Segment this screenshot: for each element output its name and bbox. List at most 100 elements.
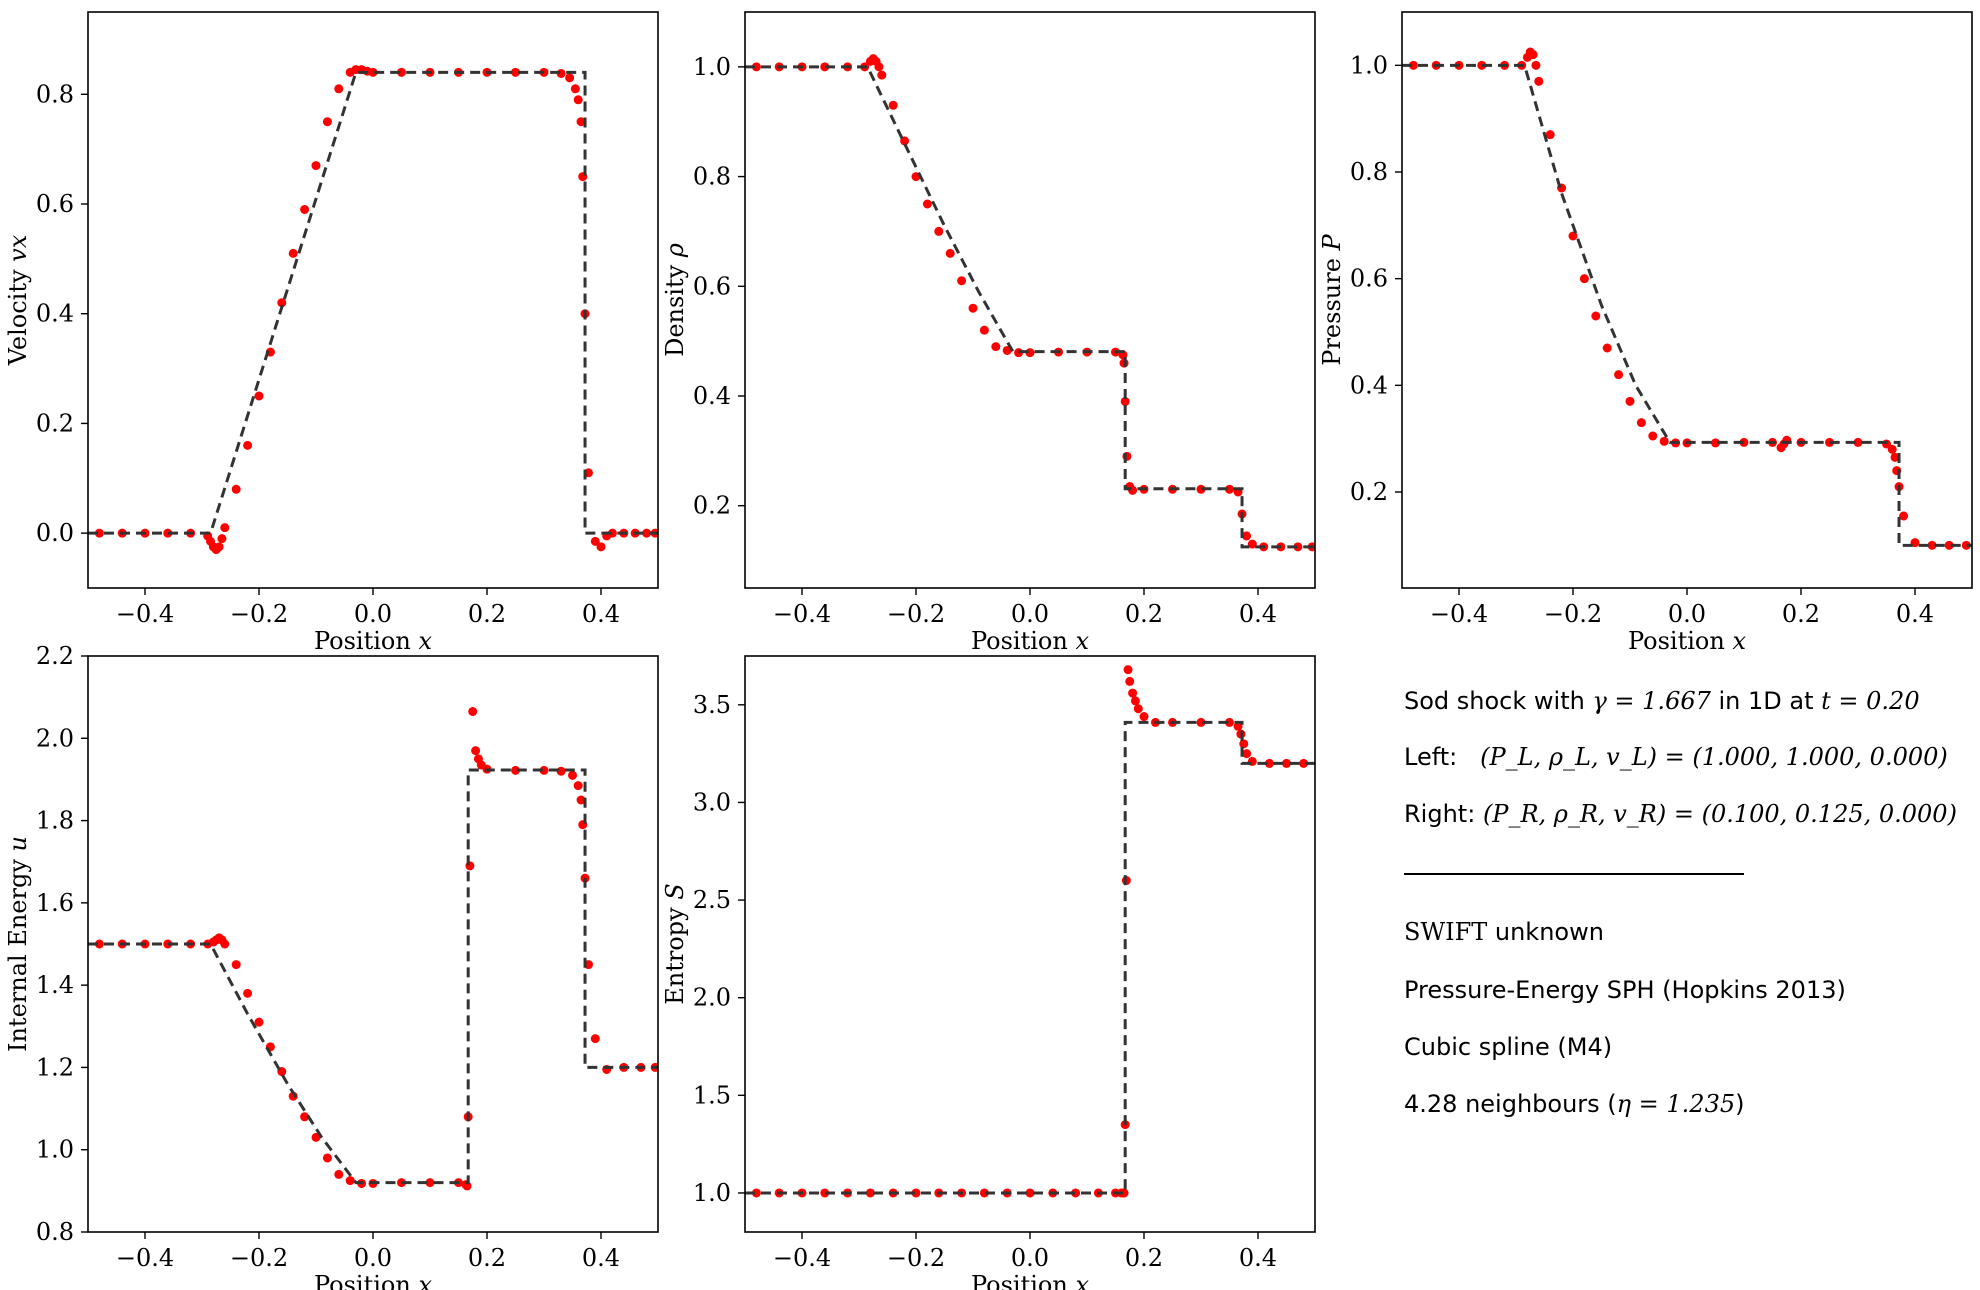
internal-energy-x-axis-label: Position x (314, 1271, 432, 1290)
entropy-data-point (1128, 688, 1138, 698)
pressure-data-point (1711, 438, 1720, 448)
velocity-y-tick-label: 0.8 (36, 80, 74, 108)
velocity-data-point (163, 528, 173, 538)
velocity-data-point (220, 523, 230, 533)
velocity-data-point (214, 542, 224, 552)
internal-energy-y-tick-label: 1.4 (36, 971, 74, 999)
density-y-tick-label: 0.8 (693, 163, 731, 191)
density-data-point (979, 325, 989, 335)
internal-energy-data-point (468, 707, 478, 717)
pressure-data-point (1659, 436, 1669, 446)
pressure-y-tick-label: 0.4 (1350, 371, 1388, 399)
density-data-point (1128, 485, 1138, 495)
pressure-data-point (1853, 437, 1863, 447)
density-data-point (1242, 531, 1252, 541)
internal-energy-plot-area (88, 707, 658, 1191)
velocity-x-tick-label: 0.2 (468, 600, 506, 628)
velocity-x-tick-label: 0.0 (354, 600, 392, 628)
pressure-data-point (1625, 396, 1635, 406)
entropy-x-tick-label: −0.2 (887, 1244, 945, 1272)
pressure-data-point (1927, 540, 1937, 550)
internal-energy-x-tick-label: −0.4 (116, 1244, 174, 1272)
info-left-state: Left: (P_L, ρ_L, v_L) = (1.000, 1.000, 0… (1404, 743, 1948, 771)
entropy-y-tick-label: 1.5 (693, 1081, 731, 1109)
internal-energy-data-point (345, 1176, 355, 1186)
internal-energy-data-point (471, 746, 481, 756)
velocity-data-point (607, 528, 617, 538)
pressure-x-axis-label: Position x (1628, 627, 1746, 655)
internal-energy-x-tick-label: 0.2 (468, 1244, 506, 1272)
internal-energy-data-point (231, 960, 241, 970)
info-title: Sod shock with γ = 1.667 in 1D at t = 0.… (1404, 687, 1920, 715)
velocity-data-point (217, 534, 227, 544)
velocity-data-point (573, 95, 583, 105)
density-x-axis-label: Position x (971, 627, 1089, 655)
pressure-data-point (1636, 418, 1646, 428)
velocity-x-tick-label: 0.4 (582, 600, 620, 628)
entropy-y-tick-label: 2.0 (693, 984, 731, 1012)
internal-energy-data-point (568, 770, 577, 780)
entropy-data-point (865, 1188, 875, 1198)
velocity-data-point (368, 67, 378, 77)
internal-energy-y-tick-label: 2.0 (36, 724, 74, 752)
density-x-tick-label: 0.2 (1125, 600, 1163, 628)
density-x-tick-label: −0.2 (887, 600, 945, 628)
entropy-y-axis-label: Entropy S (661, 883, 689, 1005)
velocity-data-point (94, 528, 104, 538)
internal-energy-data-point (300, 1112, 310, 1122)
velocity-data-point (288, 248, 298, 258)
entropy-y-tick-label: 3.0 (693, 788, 731, 816)
density-plot-area (745, 54, 1315, 552)
entropy-y-tick-label: 3.5 (693, 691, 731, 719)
entropy-data-point (820, 1188, 830, 1198)
pressure-data-point (1534, 76, 1544, 86)
pressure-x-tick-label: 0.0 (1668, 600, 1706, 628)
pressure-data-point (1579, 274, 1589, 284)
velocity-data-point (576, 117, 586, 127)
internal-energy-panel: −0.4 −0.2 0.0 0.2 0.4 0.8 1.0 1.2 1.4 1.6 1.8 2.0 2.… (4, 642, 659, 1290)
velocity-y-tick-label: 0.0 (36, 519, 74, 547)
density-x-tick-label: −0.4 (773, 600, 831, 628)
velocity-data-point (322, 117, 332, 127)
entropy-data-point (1139, 712, 1149, 722)
pressure-analytic-line (1402, 63, 1972, 547)
density-y-tick-label: 0.2 (693, 492, 731, 520)
internal-energy-y-tick-label: 2.2 (36, 642, 74, 670)
velocity-y-tick-label: 0.6 (36, 190, 74, 218)
velocity-data-point (642, 528, 652, 538)
velocity-analytic-line (88, 70, 658, 535)
entropy-data-point (911, 1188, 921, 1198)
entropy-data-point (1123, 665, 1133, 675)
velocity-data-point (565, 73, 575, 83)
internal-energy-data-point (573, 781, 583, 791)
pressure-data-point (1961, 540, 1971, 550)
velocity-y-tick-label: 0.4 (36, 300, 74, 328)
internal-energy-x-tick-label: 0.4 (582, 1244, 620, 1272)
internal-energy-data-point (539, 765, 549, 775)
internal-energy-analytic-line (88, 768, 658, 1185)
density-data-point (934, 226, 944, 236)
pressure-y-tick-label: 0.8 (1350, 158, 1388, 186)
pressure-data-point (1614, 370, 1624, 380)
entropy-data-point (1119, 1188, 1129, 1198)
pressure-data-point (1545, 130, 1555, 140)
density-data-point (877, 70, 887, 80)
pressure-data-point (1568, 231, 1578, 241)
entropy-data-point (1282, 758, 1291, 768)
pressure-data-point (1528, 50, 1538, 60)
internal-energy-x-tick-label: −0.2 (230, 1244, 288, 1272)
internal-energy-data-point (425, 1178, 435, 1188)
velocity-data-point (570, 84, 580, 94)
pressure-data-point (1591, 311, 1601, 321)
velocity-x-axis-label: Position x (314, 627, 432, 655)
density-data-point (820, 62, 830, 72)
pressure-x-tick-label: 0.4 (1896, 600, 1934, 628)
internal-energy-data-point (243, 988, 253, 998)
density-axes-frame (744, 11, 1316, 589)
pressure-axes-frame (1401, 11, 1973, 589)
density-data-point (1293, 542, 1303, 552)
internal-energy-y-tick-label: 1.0 (36, 1136, 74, 1164)
density-data-point (900, 136, 910, 146)
pressure-x-tick-label: 0.2 (1782, 600, 1820, 628)
